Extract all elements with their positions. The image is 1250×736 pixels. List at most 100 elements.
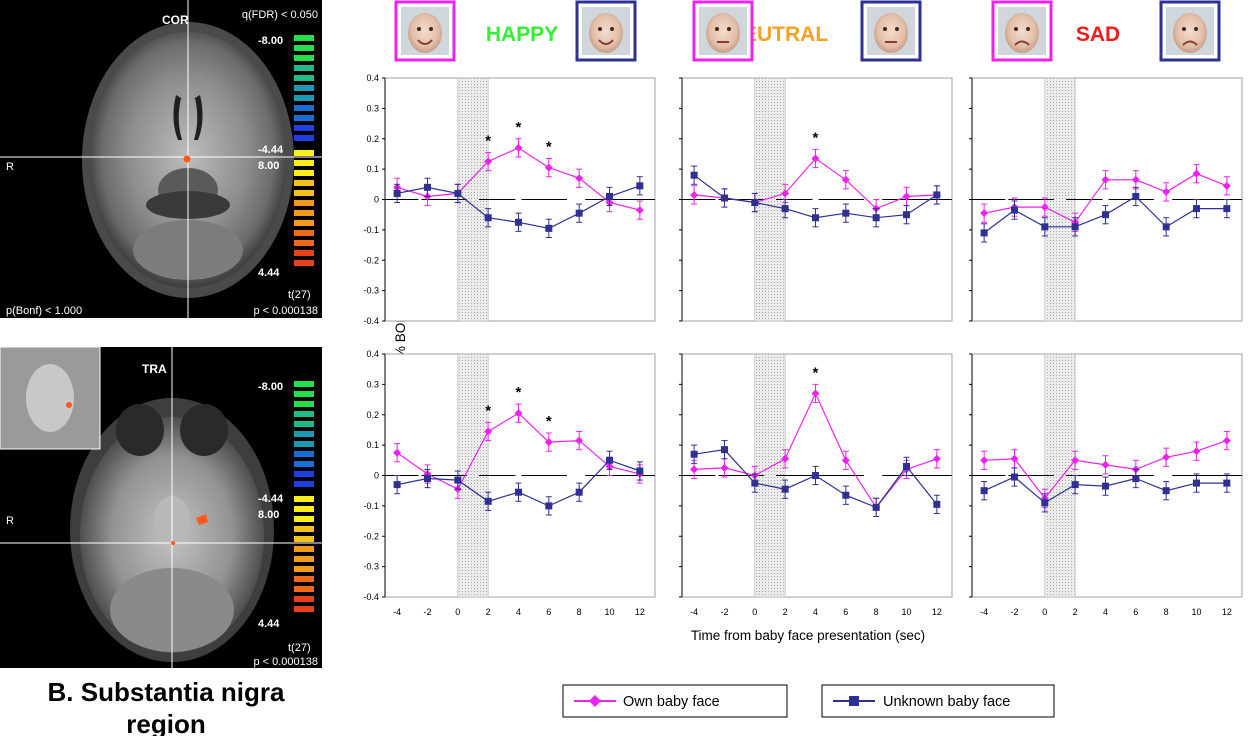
x-axis-title: Time from baby face presentation (sec) — [691, 628, 925, 643]
panel-neutral-row2-unknown-point — [720, 446, 728, 454]
coronal-scale-neg-swatch — [294, 65, 314, 71]
panel-happy-row2-own-point — [544, 438, 553, 447]
panel-happy-row2-unknown-point — [545, 502, 553, 510]
panel-neutral-row2-unknown-point — [933, 500, 941, 508]
transverse-scale-neg-swatch — [294, 401, 314, 407]
panel-happy-row1-y-tick-label: 0.2 — [366, 134, 379, 144]
thumb-eye-left-sad-own — [1014, 27, 1018, 31]
legend-unknown-marker — [849, 696, 859, 706]
panel-sad-row1-own-point — [980, 209, 989, 218]
transverse-scale-neg-swatch — [294, 411, 314, 417]
transverse-right-orbit — [180, 404, 228, 456]
coronal-scale-neg-swatch — [294, 75, 314, 81]
thumb-eye-left-sad-unknown — [1182, 27, 1186, 31]
panel-neutral-row2-x-tick-label: 12 — [932, 607, 942, 617]
coronal-fdr-label: q(FDR) < 0.050 — [242, 9, 318, 21]
panel-happy-row1-y-tick-label: -0.3 — [363, 286, 379, 296]
panel-neutral-row1-own-point — [841, 175, 850, 184]
panel-happy-row1-unknown-point — [484, 214, 492, 222]
panel-happy-row2-unknown-point — [514, 488, 522, 496]
panel-happy-row2-y-tick-label: -0.2 — [363, 531, 379, 541]
panel-sad-row2-x-tick-label: 8 — [1164, 607, 1169, 617]
thumb-eye-right-happy-unknown — [610, 27, 614, 31]
panel-sad-row1-unknown-point — [1223, 205, 1231, 213]
panel-happy-row2-y-tick-label: -0.3 — [363, 562, 379, 572]
panel-sad-row2-own-point — [1192, 447, 1201, 456]
panel-sad-row2-unknown-point — [1101, 482, 1109, 490]
transverse-scale-pos-swatch — [294, 526, 314, 532]
panel-happy-row1-y-tick-label: 0.3 — [366, 103, 379, 113]
panel-happy-row1-y-tick-label: 0.4 — [366, 73, 379, 83]
transverse-scale-pos-swatch — [294, 596, 314, 602]
panel-sad-row1-unknown-point — [1071, 223, 1079, 231]
coronal-scale-neg-swatch — [294, 105, 314, 111]
coronal-scale-pos-swatch — [294, 200, 314, 206]
legend-own-label: Own baby face — [623, 694, 720, 710]
coronal-scale-pos-swatch — [294, 190, 314, 196]
panel-happy-row2-own-point — [393, 448, 402, 457]
panel-happy-row2-unknown-point — [605, 456, 613, 464]
panel-happy-row1-own-point — [635, 206, 644, 215]
transverse-scale-pos-swatch — [294, 576, 314, 582]
panel-sad-row2-own-point — [1222, 436, 1231, 445]
panel-happy-row2-significance-star: * — [546, 413, 552, 430]
coronal-scale-pos-swatch — [294, 220, 314, 226]
panel-happy-row2-x-tick-label: 8 — [577, 607, 582, 617]
legend: Own baby face Unknown baby face — [562, 684, 1055, 718]
panel-happy-row1: 0.4 0.3 0.2 0.1 0 -0.1 -0.2 -0.3 -0.4 * * * — [363, 73, 656, 326]
panel-neutral-row1-unknown-point — [781, 205, 789, 213]
transverse-scale-pos-swatch — [294, 536, 314, 542]
panel-happy-row1-own-point — [544, 163, 553, 172]
panel-neutral-row1-own-point — [690, 190, 699, 199]
thumb-eye-right-sad-own — [1026, 27, 1030, 31]
panel-happy-row1-y-tick-label: -0.1 — [363, 225, 379, 235]
emotion-label-happy: HAPPY — [486, 23, 558, 46]
panel-happy-row2-own-point — [484, 427, 493, 436]
panel-sad-row1-own-point — [1222, 181, 1231, 190]
panel-sad-row2-unknown-point — [1162, 487, 1170, 495]
panel-happy-row2-unknown-point — [393, 481, 401, 489]
panel-neutral-row2-x-tick-label: 8 — [874, 607, 879, 617]
panel-sad-row2-own-point — [1162, 453, 1171, 462]
transverse-scale-pos-swatch — [294, 566, 314, 572]
panel-happy-row2-significance-star: * — [485, 402, 491, 419]
thumb-mouth-sad-own — [1014, 40, 1030, 46]
thumb-mouth-happy-unknown — [598, 39, 614, 45]
panel-sad-row1-unknown-point — [1192, 205, 1200, 213]
thumb-eye-right-happy-own — [429, 27, 433, 31]
coronal-scale-pos-swatch — [294, 180, 314, 186]
panel-happy-row1-y-tick-label: 0.1 — [366, 164, 379, 174]
coronal-scale-pos-swatch — [294, 160, 314, 166]
thumb-face-sad-own — [1005, 13, 1039, 53]
thumb-face-neutral-unknown — [874, 13, 908, 53]
panel-happy-row2-unknown-point — [575, 488, 583, 496]
coronal-activation-blob — [183, 155, 191, 163]
panel-happy-row1-own-point — [575, 174, 584, 183]
thumb-face-neutral-own — [706, 13, 740, 53]
panel-sad-row2-own-point — [1071, 456, 1080, 465]
panel-neutral-row2-x-tick-label: 2 — [783, 607, 788, 617]
panel-sad-row1 — [969, 77, 1243, 322]
panel-neutral-row2-x-tick-label: -4 — [690, 607, 698, 617]
panel-sad-row1-unknown-point — [1041, 223, 1049, 231]
panel-sad-row2-x-tick-label: 12 — [1222, 607, 1232, 617]
thumb-eye-left-happy-own — [417, 27, 421, 31]
transverse-left-orbit — [116, 404, 164, 456]
panel-happy-row1-unknown-point — [454, 189, 462, 197]
emotion-label-sad: SAD — [1076, 23, 1120, 46]
panel-neutral-row2-unknown-point — [781, 485, 789, 493]
transverse-scale-pos-swatch — [294, 606, 314, 612]
coronal-scale-pos-swatch — [294, 260, 314, 266]
panel-neutral-row2: -4 -2 0 2 4 6 8 10 12 * — [679, 353, 953, 617]
coronal-scale-pos-swatch — [294, 240, 314, 246]
panel-sad-row1-own-point — [1040, 203, 1049, 212]
panel-sad-row1-unknown-point — [1162, 223, 1170, 231]
transverse-activation-blob — [196, 514, 208, 525]
coronal-scale-pos-swatch — [294, 210, 314, 216]
legend-unknown-label: Unknown baby face — [883, 694, 1010, 710]
coronal-scale-neg-swatch — [294, 45, 314, 51]
panel-neutral-row1-unknown-point — [902, 211, 910, 219]
panel-neutral-row2-x-tick-label: 0 — [752, 607, 757, 617]
panel-neutral-row2-significance-star: * — [813, 364, 819, 381]
panel-sad-row2-x-tick-label: 0 — [1042, 607, 1047, 617]
